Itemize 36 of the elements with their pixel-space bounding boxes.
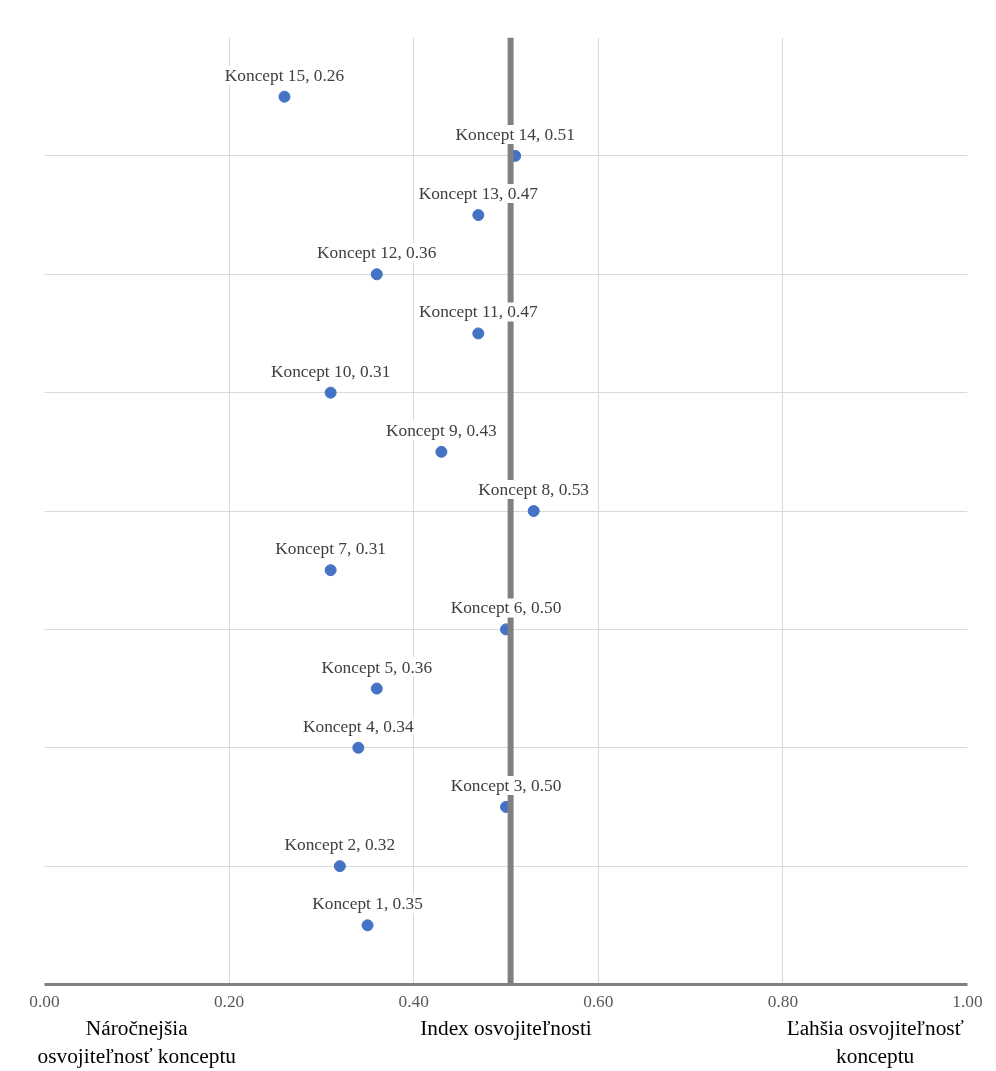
data-label: Koncept 12, 0.36 — [317, 243, 437, 263]
text: Ľahšia osvojiteľnosť konceptu — [786, 1015, 964, 1069]
data-label: Koncept 13, 0.47 — [418, 184, 539, 204]
x-tick-label: 0.40 — [398, 991, 429, 1011]
data-label: Koncept 3, 0.50 — [450, 775, 562, 795]
data-label: Koncept 8, 0.53 — [478, 480, 590, 499]
point — [370, 682, 383, 695]
point — [333, 860, 346, 873]
point — [527, 505, 540, 517]
point — [278, 90, 291, 103]
data-label: Koncept 10, 0.31 — [270, 361, 391, 381]
text: Náročnejšia osvojiteľnosť konceptu — [37, 1015, 237, 1069]
x-tick-label: 0.60 — [583, 991, 614, 1011]
data-label: Koncept 9, 0.43 — [386, 420, 497, 440]
point — [352, 741, 365, 754]
point — [370, 268, 383, 281]
x-tick-label: 1.00 — [952, 991, 983, 1011]
point — [324, 564, 337, 577]
point — [435, 445, 448, 458]
x-tick-label: 0.00 — [29, 991, 60, 1011]
point — [361, 919, 374, 932]
point — [472, 327, 485, 340]
point — [324, 386, 337, 399]
data-label: Koncept 2, 0.32 — [284, 835, 396, 855]
data-label: Koncept 14, 0.51 — [455, 124, 575, 144]
x-tick-label: 0.80 — [767, 991, 799, 1011]
x-tick-label: 0.20 — [213, 991, 245, 1011]
data-label: Koncept 5, 0.36 — [321, 657, 433, 677]
data-label: Koncept 15, 0.26 — [224, 65, 345, 85]
data-label: Koncept 1, 0.35 — [312, 894, 423, 914]
data-label: Koncept 6, 0.50 — [450, 598, 562, 618]
data-label: Koncept 11, 0.47 — [418, 302, 538, 322]
point — [472, 209, 485, 222]
x-axis-title: Index osvojiteľnosti — [420, 1015, 592, 1040]
data-label: Koncept 4, 0.34 — [302, 716, 414, 736]
data-label: Koncept 7, 0.31 — [275, 539, 386, 559]
